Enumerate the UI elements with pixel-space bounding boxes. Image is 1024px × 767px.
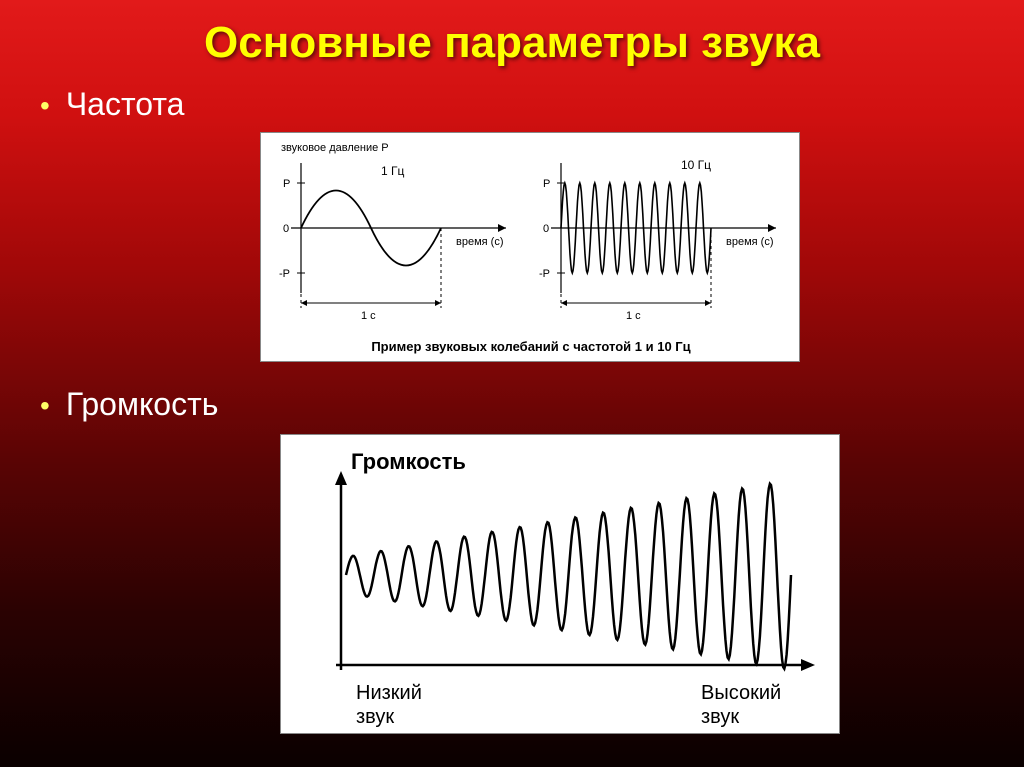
loud-low-l2: звук (356, 706, 394, 728)
bullet-loudness: • Громкость (40, 386, 1024, 426)
bullet-dot-icon: • (40, 86, 50, 126)
freq-left-xlabel: время (с) (456, 236, 503, 248)
bullet-frequency: • Частота (40, 86, 1024, 126)
freq-right-y0: 0 (543, 223, 549, 235)
slide-title: Основные параметры звука (0, 0, 1024, 68)
freq-left-plot: P 0 -P время (с) 1 Гц 1 с (279, 163, 506, 322)
freq-left-yP: P (283, 178, 290, 190)
loud-low-l1: Низкий (356, 682, 422, 704)
freq-right-span: 1 с (626, 310, 641, 322)
frequency-diagram: звуковое давление P P 0 -P время (с) 1 Г… (260, 132, 800, 362)
freq-right-wave (561, 183, 711, 273)
loud-title: Громкость (351, 449, 466, 474)
freq-right-plot: P 0 -P время (с) 10 Гц 1 с (539, 158, 776, 322)
bullet-loudness-label: Громкость (66, 386, 219, 423)
freq-right-xlabel: время (с) (726, 236, 773, 248)
freq-left-yN: -P (279, 268, 290, 280)
freq-caption: Пример звуковых колебаний с частотой 1 и… (371, 339, 690, 354)
freq-right-yN: -P (539, 268, 550, 280)
bullet-dot-icon: • (40, 386, 50, 426)
loud-high-l2: звук (701, 706, 739, 728)
bullet-frequency-label: Частота (66, 86, 185, 123)
freq-left-hz: 1 Гц (381, 164, 405, 178)
loudness-diagram: Громкость Низкий звук Высокий звук (280, 434, 840, 734)
freq-left-y0: 0 (283, 223, 289, 235)
freq-left-span: 1 с (361, 310, 376, 322)
freq-top-label: звуковое давление P (281, 142, 389, 154)
loud-high-l1: Высокий (701, 682, 781, 704)
freq-right-yP: P (543, 178, 550, 190)
freq-right-hz: 10 Гц (681, 158, 711, 172)
loud-wave (346, 484, 791, 669)
